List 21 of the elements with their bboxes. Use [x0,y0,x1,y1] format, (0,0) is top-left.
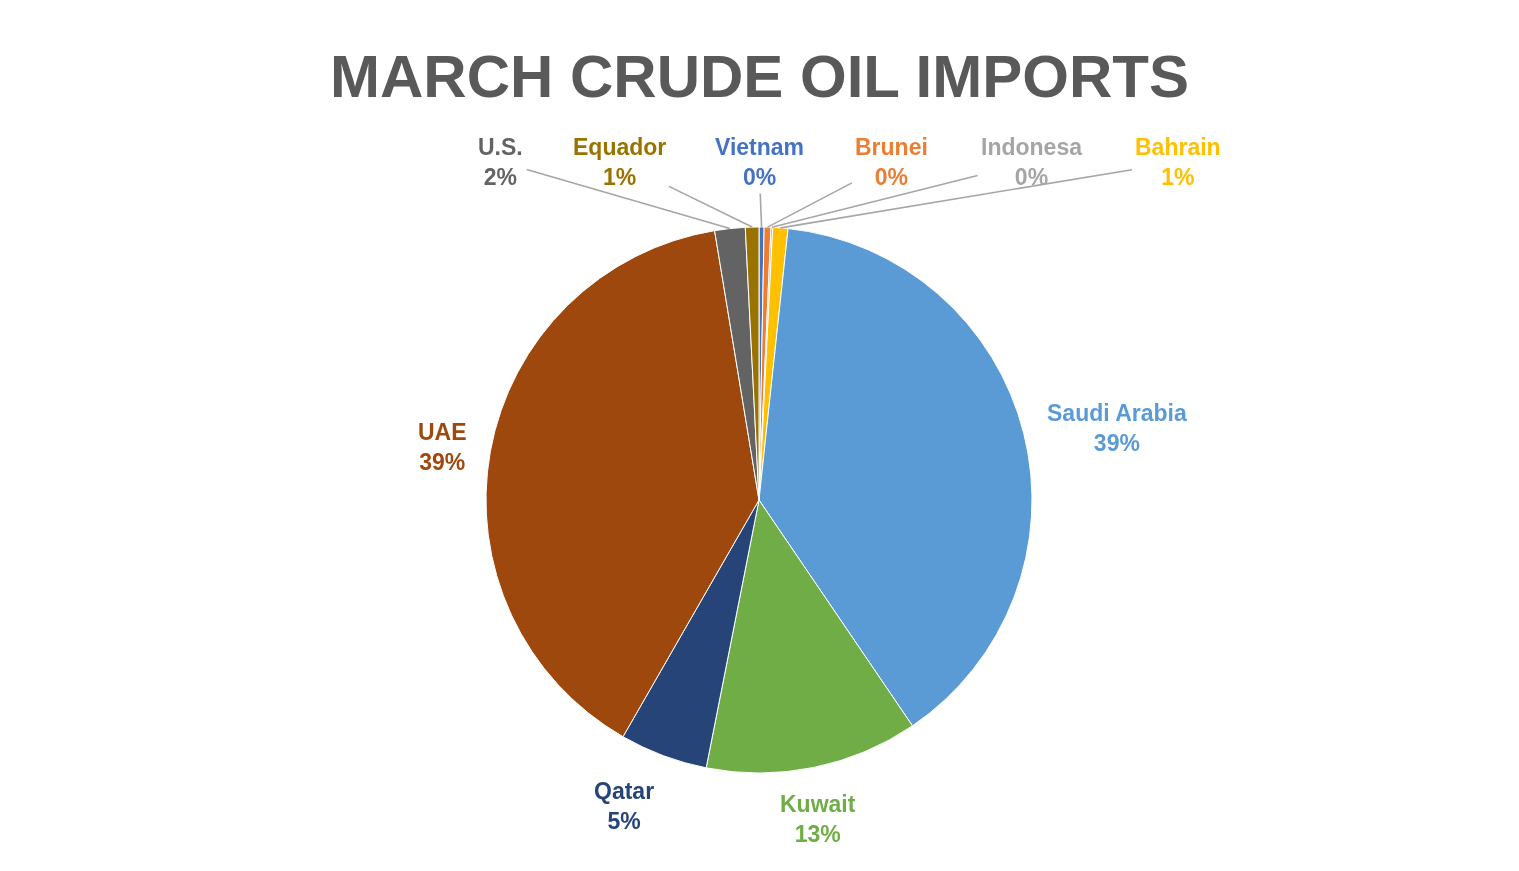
slice-label: Qatar [594,778,655,804]
data-label: 5% [607,807,641,834]
slice-label: Vietnam [715,134,805,160]
slice-label: UAE [418,419,467,445]
slice-label: Bahrain [1135,134,1221,160]
data-label: 13% [794,820,841,847]
slice-label: Brunei [855,134,928,160]
slice-label: U.S. [478,134,523,160]
slice-label: Kuwait [780,791,856,817]
data-label: 2% [483,163,517,190]
slice-label: Saudi Arabia [1047,400,1187,426]
data-label: 0% [742,163,777,190]
data-label: 1% [1161,163,1195,190]
data-label: 0% [874,163,909,190]
data-label: 0% [1014,163,1049,190]
data-label: 1% [603,163,637,190]
slice-label: Equador [573,134,667,160]
chart-title: MARCH CRUDE OIL IMPORTS [330,43,1189,110]
data-label: 39% [1093,429,1140,456]
slice-label: Indonesa [981,134,1083,160]
data-label: 39% [419,448,466,475]
